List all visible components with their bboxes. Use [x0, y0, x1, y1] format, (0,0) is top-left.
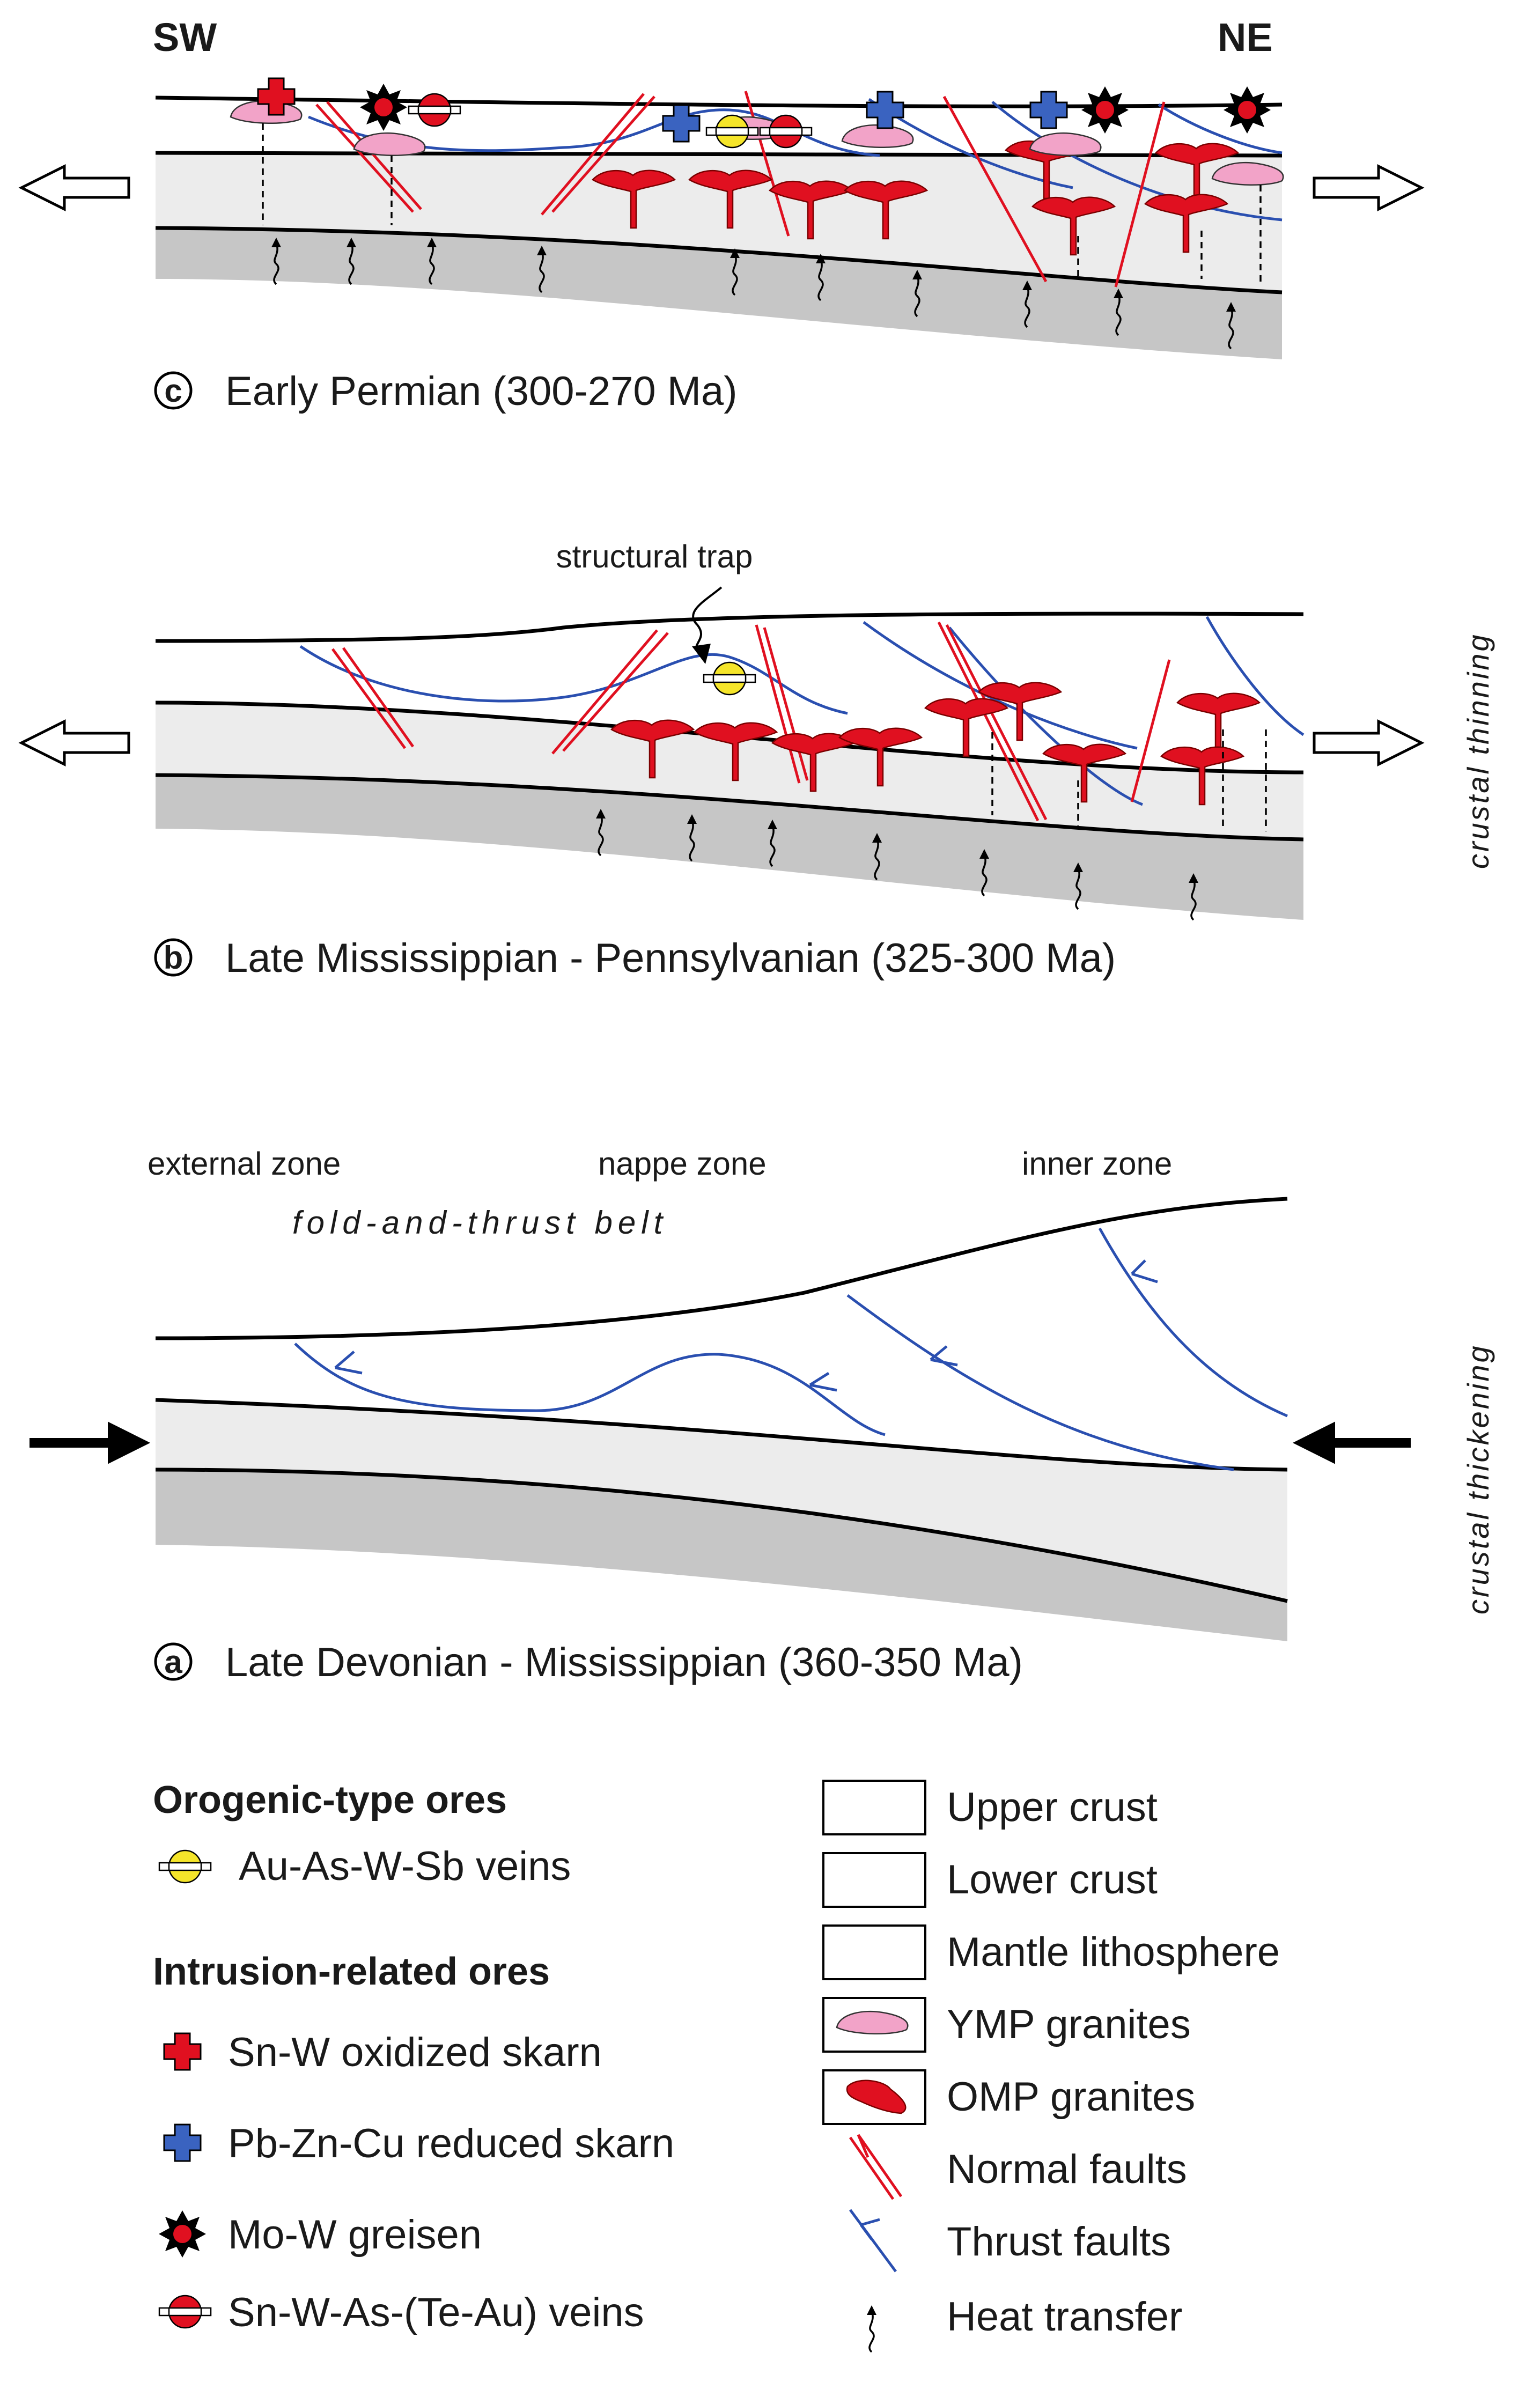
legend-omp: OMP granites [947, 2074, 1195, 2120]
inner-zone-label: inner zone [1022, 1146, 1172, 1182]
legend-pb-zn-cu-skarn: Pb-Zn-Cu reduced skarn [228, 2121, 674, 2166]
panel-a-title: Late Devonian - Mississippian (360-350 M… [225, 1640, 1023, 1685]
legend-sn-w-veins: Sn-W-As-(Te-Au) veins [228, 2290, 644, 2335]
panel-c-badge [154, 371, 193, 410]
extension-arrow-left-b [18, 719, 130, 767]
panel-c-section [18, 77, 1425, 359]
nappe-zone-label: nappe zone [598, 1146, 767, 1182]
lower-crust-swatch [822, 1852, 926, 1908]
extension-arrow-left [18, 164, 130, 212]
legend-intrusion-heading: Intrusion-related ores [153, 1950, 550, 1993]
ymp-granite-icon [836, 2010, 909, 2035]
panel-c-letter: c [164, 373, 182, 409]
panel-a-section [30, 1197, 1411, 1641]
panel-b-letter: b [164, 940, 183, 976]
omp-swatch [822, 2069, 926, 2125]
panel-c-title: Early Permian (300-270 Ma) [225, 368, 738, 414]
compression-arrow-right [1292, 1421, 1411, 1464]
star-icon [159, 2210, 206, 2258]
thrust-fault-icon [849, 2209, 897, 2273]
legend-orogenic-heading: Orogenic-type ores [153, 1779, 507, 1821]
panel-a-badge [154, 1642, 193, 1681]
crustal-thickening-label: crustal thickening [1461, 1344, 1495, 1614]
external-zone-label: external zone [148, 1146, 341, 1182]
crustal-thinning-label: crustal thinning [1461, 632, 1495, 869]
compression-arrow-left [30, 1421, 151, 1464]
legend-normal-faults: Normal faults [947, 2147, 1187, 2192]
panel-b-title: Late Mississippian - Pennsylvanian (325-… [225, 935, 1116, 981]
legend-mantle: Mantle lithosphere [947, 1929, 1280, 1975]
heat-transfer-icon [866, 2304, 878, 2353]
extension-arrow-right [1313, 164, 1425, 212]
au-vein-icon [158, 1849, 212, 1884]
legend-upper-crust: Upper crust [947, 1784, 1158, 1830]
extension-arrow-right-b [1313, 719, 1425, 767]
upper-crust-swatch [822, 1780, 926, 1835]
red-vein-icon [158, 2295, 212, 2329]
panel-b-section [18, 586, 1425, 921]
structural-trap-label: structural trap [556, 539, 753, 574]
legend-heat-transfer: Heat transfer [947, 2294, 1182, 2340]
legend-sn-w-skarn: Sn-W oxidized skarn [228, 2030, 602, 2075]
mantle-swatch [822, 1924, 926, 1980]
legend-thrust-faults: Thrust faults [947, 2219, 1171, 2265]
blue-cross-icon [163, 2123, 202, 2162]
ymp-swatch [822, 1997, 926, 2053]
legend-lower-crust: Lower crust [947, 1857, 1158, 1902]
normal-fault-icon [849, 2134, 903, 2200]
belt-label: fold-and-thrust belt [292, 1205, 668, 1241]
legend-au-vein: Au-As-W-Sb veins [239, 1843, 571, 1889]
panel-a-letter: a [164, 1644, 182, 1680]
red-cross-icon [163, 2032, 202, 2071]
legend-mo-w-greisen: Mo-W greisen [228, 2212, 482, 2258]
direction-sw: SW [153, 15, 217, 60]
legend-ymp: YMP granites [947, 2002, 1191, 2047]
omp-granite-icon [846, 2079, 907, 2114]
panel-b-badge [154, 938, 193, 977]
direction-ne: NE [1218, 15, 1273, 60]
